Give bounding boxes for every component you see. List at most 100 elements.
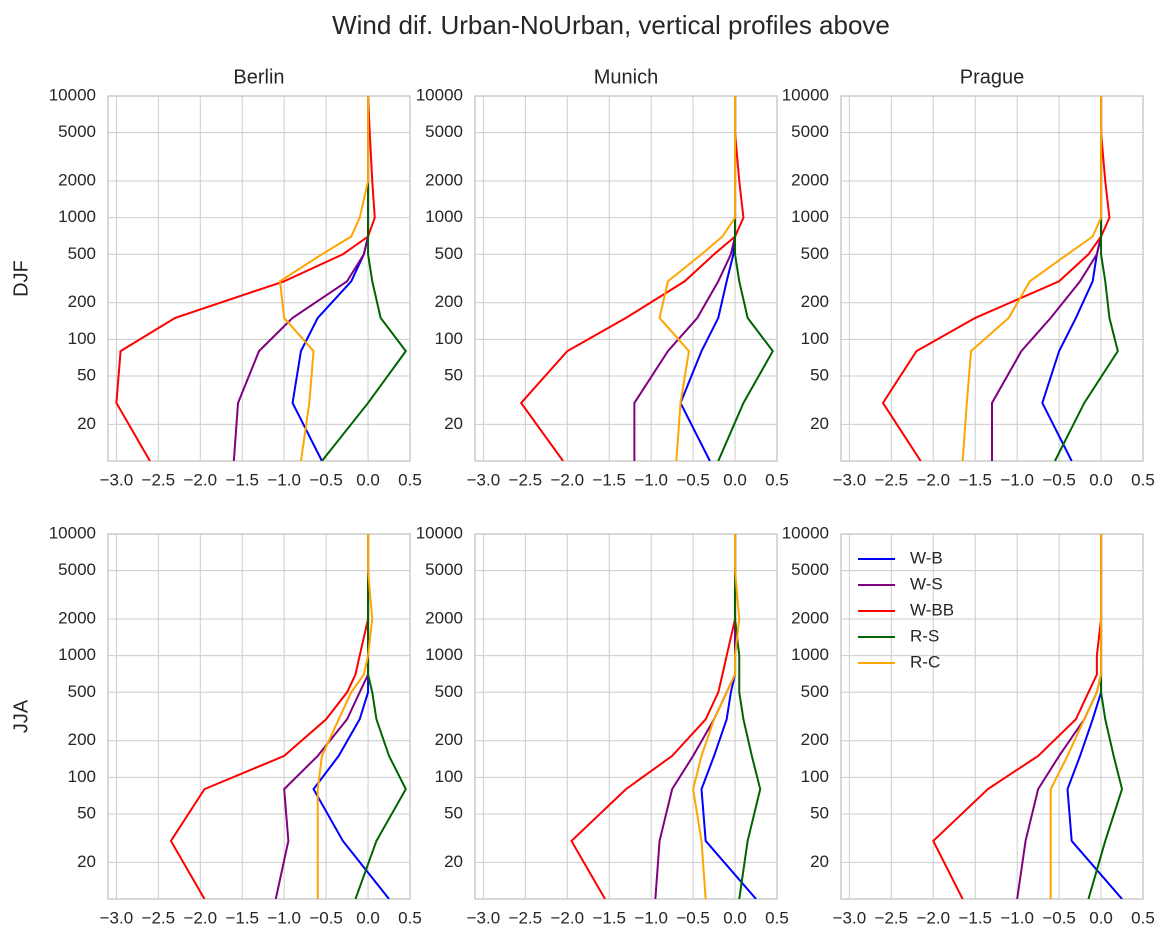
y-tick-label: 5000 xyxy=(791,560,829,579)
legend-label: W-S xyxy=(910,574,943,593)
x-tick-label: −3.0 xyxy=(100,470,134,489)
x-tick-label: −1.0 xyxy=(1000,470,1034,489)
x-tick-label: −1.5 xyxy=(225,470,259,489)
y-tick-label: 10000 xyxy=(416,523,463,542)
x-tick-label: −1.0 xyxy=(634,470,668,489)
x-tick-label: 0.5 xyxy=(1131,470,1155,489)
y-tick-label: 500 xyxy=(68,682,96,701)
y-tick-label: 2000 xyxy=(791,609,829,628)
subplot: −3.0 −2.5 −2.0 −1.5 −1.0 −0.5 0.0 0.5 20 50 100 200… xyxy=(10,66,422,489)
y-tick-label: 5000 xyxy=(791,122,829,141)
x-tick-label: −1.5 xyxy=(958,908,992,927)
legend-label: W-BB xyxy=(910,600,954,619)
y-tick-label: 100 xyxy=(68,767,96,786)
y-tick-label: 1000 xyxy=(425,645,463,664)
x-tick-label: −3.0 xyxy=(467,908,501,927)
y-tick-label: 50 xyxy=(810,803,829,822)
line-series xyxy=(354,534,407,899)
x-tick-label: −3.0 xyxy=(100,908,134,927)
y-tick-label: 50 xyxy=(77,365,96,384)
y-tick-label: 50 xyxy=(77,803,96,822)
line-series xyxy=(961,96,1103,461)
y-tick-label: 200 xyxy=(68,292,96,311)
x-tick-label: −1.5 xyxy=(225,908,259,927)
x-tick-label: −2.5 xyxy=(875,470,909,489)
x-tick-label: 0.5 xyxy=(398,908,422,927)
y-tick-label: 1000 xyxy=(791,207,829,226)
x-tick-label: −1.0 xyxy=(634,908,668,927)
x-tick-label: −3.0 xyxy=(833,470,867,489)
line-series xyxy=(1049,534,1103,899)
y-tick-label: 200 xyxy=(435,292,463,311)
x-tick-label: −2.0 xyxy=(550,908,584,927)
y-tick-label: 20 xyxy=(810,414,829,433)
x-tick-label: −2.0 xyxy=(916,908,950,927)
y-axis-label: JJA xyxy=(10,699,32,733)
subplot-title: Prague xyxy=(960,66,1025,88)
legend-label: R-S xyxy=(910,626,939,645)
x-tick-label: −0.5 xyxy=(1042,470,1076,489)
line-series xyxy=(519,96,745,461)
x-tick-label: 0.5 xyxy=(765,470,789,489)
y-tick-label: 2000 xyxy=(425,171,463,190)
y-tick-label: 20 xyxy=(810,852,829,871)
subplot: −3.0 −2.5 −2.0 −1.5 −1.0 −0.5 0.0 0.5 20 50 100 200… xyxy=(416,66,789,489)
y-tick-label: 10000 xyxy=(782,523,829,542)
subplot: −3.0 −2.5 −2.0 −1.5 −1.0 −0.5 0.0 0.5 20 50 100 200… xyxy=(416,523,789,927)
y-tick-label: 2000 xyxy=(425,609,463,628)
subplot-title: Munich xyxy=(594,66,658,88)
x-tick-label: 0.5 xyxy=(765,908,789,927)
y-tick-label: 200 xyxy=(68,730,96,749)
x-tick-label: −2.0 xyxy=(550,470,584,489)
line-series xyxy=(278,96,370,461)
y-tick-label: 200 xyxy=(801,730,829,749)
x-tick-label: −2.5 xyxy=(142,470,176,489)
x-tick-label: 0.0 xyxy=(1089,470,1113,489)
x-tick-label: −1.5 xyxy=(592,908,626,927)
y-tick-label: 2000 xyxy=(58,609,96,628)
x-tick-label: −0.5 xyxy=(676,908,710,927)
y-axis-label: DJF xyxy=(10,260,32,297)
y-tick-label: 500 xyxy=(801,244,829,263)
y-tick-label: 500 xyxy=(801,682,829,701)
y-tick-label: 5000 xyxy=(58,560,96,579)
subplot-title: Berlin xyxy=(233,66,284,88)
x-tick-label: 0.0 xyxy=(723,470,747,489)
x-tick-label: −2.5 xyxy=(509,470,543,489)
line-series xyxy=(115,96,376,461)
y-tick-label: 100 xyxy=(435,329,463,348)
plot-area xyxy=(107,533,411,900)
plot-area xyxy=(474,95,778,462)
x-tick-label: 0.0 xyxy=(356,908,380,927)
x-tick-label: −0.5 xyxy=(676,470,710,489)
y-tick-label: 20 xyxy=(444,414,463,433)
x-tick-label: −1.0 xyxy=(267,908,301,927)
y-tick-label: 5000 xyxy=(58,122,96,141)
x-tick-label: 0.5 xyxy=(398,470,422,489)
line-series xyxy=(881,96,1111,461)
y-tick-label: 1000 xyxy=(425,207,463,226)
line-series xyxy=(316,534,374,899)
subplot: −3.0 −2.5 −2.0 −1.5 −1.0 −0.5 0.0 0.5 20 50 100 200… xyxy=(782,523,1155,927)
y-tick-label: 500 xyxy=(68,244,96,263)
y-tick-label: 100 xyxy=(801,767,829,786)
subplot: −3.0 −2.5 −2.0 −1.5 −1.0 −0.5 0.0 0.5 20 50 100 200… xyxy=(782,66,1155,489)
y-tick-label: 10000 xyxy=(782,85,829,104)
plot-area xyxy=(474,533,778,900)
y-tick-label: 100 xyxy=(68,329,96,348)
x-tick-label: −2.0 xyxy=(183,470,217,489)
y-tick-label: 1000 xyxy=(58,207,96,226)
y-tick-label: 1000 xyxy=(791,645,829,664)
x-tick-label: −0.5 xyxy=(1042,908,1076,927)
y-tick-label: 500 xyxy=(435,244,463,263)
x-tick-label: −0.5 xyxy=(309,470,343,489)
x-tick-label: −2.5 xyxy=(875,908,909,927)
x-tick-label: −2.0 xyxy=(183,908,217,927)
y-tick-label: 10000 xyxy=(416,85,463,104)
x-tick-label: −2.5 xyxy=(142,908,176,927)
y-tick-label: 20 xyxy=(444,852,463,871)
line-series xyxy=(658,96,737,461)
y-tick-label: 2000 xyxy=(791,171,829,190)
line-series xyxy=(734,534,762,899)
